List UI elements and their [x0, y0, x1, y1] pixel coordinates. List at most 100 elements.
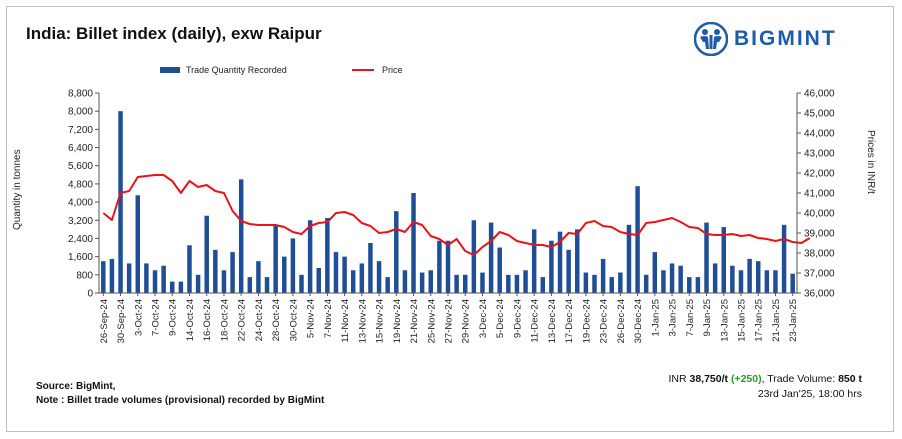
bar: [652, 252, 658, 293]
bar: [704, 222, 709, 293]
x-tick-label: 26-Dec-24: [616, 299, 627, 343]
bar: [230, 252, 235, 293]
x-tick-label: 26-Sep-24: [99, 299, 110, 343]
bar: [687, 277, 692, 293]
x-tick-label: 3-Oct-24: [133, 299, 144, 336]
bar: [419, 272, 425, 293]
y-tick-label: 8,000: [68, 107, 93, 118]
y-tick-label: 4,000: [68, 198, 93, 209]
bar: [721, 227, 726, 293]
bar: [152, 270, 158, 293]
bar: [204, 215, 209, 293]
chart-title: India: Billet index (daily), exw Raipur: [26, 24, 322, 43]
bar: [350, 270, 356, 293]
bar: [669, 263, 675, 293]
x-tick-label: 29-Nov-24: [461, 299, 472, 343]
bar: [221, 270, 227, 293]
bar: [626, 224, 632, 293]
bar: [488, 222, 494, 293]
x-tick-label: 14-Oct-24: [185, 299, 196, 341]
x-tick-label: 5-Dec-24: [495, 299, 506, 338]
x-tick-label: 15-Nov-24: [375, 299, 386, 343]
bar: [187, 245, 192, 293]
bar: [273, 224, 278, 293]
y-tick-label: 8,800: [68, 89, 93, 100]
bar: [376, 261, 382, 293]
y2-tick-label: 39,000: [804, 229, 835, 240]
x-tick-label: 21-Nov-24: [409, 299, 420, 343]
summary-change: (+250): [730, 373, 762, 385]
x-tick-label: 7-Jan-25: [685, 299, 696, 337]
x-tick-label: 5-Nov-24: [306, 299, 317, 338]
bar: [135, 195, 141, 293]
bar: [695, 277, 701, 293]
bar: [307, 220, 313, 293]
bar: [531, 229, 537, 293]
bar: [618, 272, 623, 293]
bar: [316, 268, 321, 293]
summary-line: INR 38,750/t (+250), Trade Volume: 850 t: [668, 372, 862, 387]
x-tick-label: 1-Jan-25: [650, 299, 661, 337]
x-tick-label: 17-Dec-24: [564, 299, 575, 343]
bar: [144, 263, 149, 293]
x-tick-label: 7-Nov-24: [323, 299, 334, 338]
x-tick-label: 30-Dec-24: [633, 299, 644, 343]
bar: [170, 281, 175, 293]
x-tick-label: 7-Oct-24: [151, 299, 162, 336]
y2-tick-label: 40,000: [804, 209, 835, 220]
x-tick-label: 9-Oct-24: [168, 299, 179, 336]
legend-line-swatch: [352, 69, 374, 71]
bar: [161, 265, 166, 293]
legend-line-label: Price: [382, 65, 403, 75]
note-line: Note : Billet trade volumes (provisional…: [36, 395, 325, 406]
source-line: Source: BigMint,: [36, 381, 116, 392]
x-tick-label: 13-Dec-24: [547, 299, 558, 343]
bar: [342, 256, 347, 293]
x-tick-label: 3-Dec-24: [478, 299, 489, 338]
bar: [557, 231, 563, 293]
bar: [118, 111, 123, 293]
bar: [549, 240, 554, 293]
bar: [747, 258, 752, 293]
bar: [643, 274, 649, 293]
legend-bar-swatch: [160, 67, 180, 73]
source-note: Source: BigMint, Note : Billet trade vol…: [36, 380, 324, 408]
bar: [523, 270, 528, 293]
x-tick-label: 19-Nov-24: [392, 299, 403, 343]
x-tick-label: 9-Dec-24: [512, 299, 523, 338]
x-tick-label: 18-Oct-24: [219, 299, 230, 341]
y2-tick-label: 38,000: [804, 249, 835, 260]
bar: [678, 265, 683, 293]
legend-line-entry: Price: [352, 65, 403, 75]
summary-date: 23rd Jan'25, 18:00 hrs: [757, 388, 862, 400]
bar: [575, 229, 580, 293]
bar: [402, 270, 408, 293]
x-tick-label: 22-Oct-24: [237, 299, 248, 341]
x-tick-label: 11-Nov-24: [340, 299, 351, 343]
bar: [394, 211, 399, 293]
bar: [333, 252, 339, 293]
bar: [445, 240, 451, 293]
y-tick-label: 4,800: [68, 179, 93, 190]
bar: [428, 270, 434, 293]
x-tick-label: 3-Jan-25: [668, 299, 679, 337]
bar: [109, 258, 115, 293]
bar: [755, 261, 761, 293]
y-tick-label: 7,200: [68, 125, 93, 136]
bar: [790, 273, 795, 293]
x-tick-label: 27-Nov-24: [444, 299, 455, 343]
y-tick-label: 0: [87, 289, 93, 300]
x-tick-label: 9-Jan-25: [702, 299, 713, 337]
logo-text: BIGMINT: [734, 27, 837, 50]
bar: [635, 186, 640, 293]
y-tick-label: 6,400: [68, 143, 93, 154]
bar: [325, 218, 330, 293]
brand-logo: BIGMINT: [694, 22, 837, 56]
y2-tick-label: 36,000: [804, 289, 835, 300]
y2-tick-label: 45,000: [804, 109, 835, 120]
x-tick-label: 23-Jan-25: [788, 299, 799, 342]
bar: [600, 258, 606, 293]
bar: [282, 256, 287, 293]
bar: [178, 281, 184, 293]
